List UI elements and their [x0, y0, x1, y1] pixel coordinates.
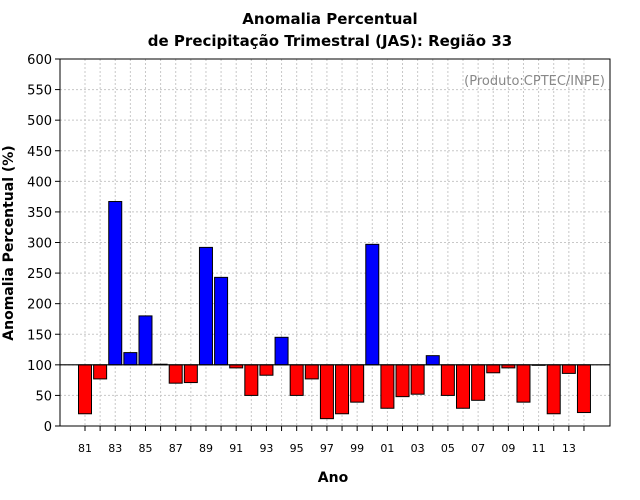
y-tick-label: 500: [27, 114, 52, 129]
bar-85: [138, 315, 153, 366]
bar-04: [425, 355, 440, 366]
x-tick-label: 89: [199, 442, 213, 455]
bar-96: [304, 364, 319, 380]
y-tick-label: 50: [35, 389, 52, 404]
bar-83: [108, 201, 123, 366]
y-tick-label: 250: [27, 267, 52, 282]
chart-credit: (Produto:CPTEC/INPE): [464, 74, 605, 89]
bar-99: [350, 364, 365, 403]
bar-13: [561, 364, 576, 374]
x-tick-label: 95: [290, 442, 304, 455]
y-tick-label: 150: [27, 328, 52, 343]
bar-10: [516, 364, 531, 403]
x-tick-label: 91: [229, 442, 243, 455]
y-tick-label: 350: [27, 206, 52, 221]
y-tick-label: 0: [44, 420, 52, 435]
x-tick-label: 01: [380, 442, 394, 455]
y-tick-label: 300: [27, 237, 52, 252]
y-tick-label: 200: [27, 298, 52, 313]
x-tick-label: 81: [78, 442, 92, 455]
chart-title-line2: de Precipitação Trimestral (JAS): Região…: [148, 32, 512, 50]
bar-93: [259, 364, 274, 376]
x-tick-label: 13: [562, 442, 576, 455]
bar-06: [456, 364, 470, 409]
chart-title-line1: Anomalia Percentual: [242, 10, 417, 28]
bar-81: [78, 364, 92, 415]
bar-12: [546, 364, 561, 415]
x-tick-label: 93: [259, 442, 273, 455]
x-tick-label: 05: [441, 442, 455, 455]
x-tick-label: 85: [138, 442, 152, 455]
bar-01: [380, 364, 395, 409]
y-tick-label: 450: [27, 145, 52, 160]
y-tick-label: 100: [27, 359, 52, 374]
bar-92: [244, 364, 259, 396]
bar-05: [440, 364, 455, 396]
bar-87: [168, 364, 183, 384]
bar-98: [335, 364, 350, 415]
bar-03: [410, 364, 425, 395]
x-tick-label: 07: [471, 442, 485, 455]
bar-88: [183, 364, 198, 384]
bar-90: [214, 276, 229, 366]
plot-frame: [59, 58, 611, 427]
x-tick-label: 97: [320, 442, 334, 455]
bar-95: [289, 364, 304, 396]
bars: [78, 201, 591, 420]
bar-14: [576, 364, 591, 414]
x-tick-label: 99: [350, 442, 364, 455]
bar-94: [274, 336, 289, 366]
bar-89: [198, 246, 213, 366]
bar-00: [365, 243, 380, 366]
x-tick-label: 87: [169, 442, 183, 455]
x-tick-label: 11: [532, 442, 546, 455]
y-tick-label: 600: [27, 53, 52, 68]
x-tick-label: 83: [108, 442, 122, 455]
x-tick-label: 09: [501, 442, 515, 455]
bar-84: [123, 352, 138, 366]
bar-02: [395, 364, 410, 398]
bar-97: [319, 364, 334, 420]
bar-82: [93, 364, 108, 380]
y-axis-label: Anomalia Percentual (%): [1, 145, 17, 340]
bar-07: [471, 364, 486, 401]
x-axis-label: Ano: [318, 470, 349, 486]
bar-08: [486, 364, 501, 374]
y-tick-label: 400: [27, 175, 52, 190]
y-tick-label: 550: [27, 84, 52, 99]
x-tick-label: 03: [411, 442, 425, 455]
